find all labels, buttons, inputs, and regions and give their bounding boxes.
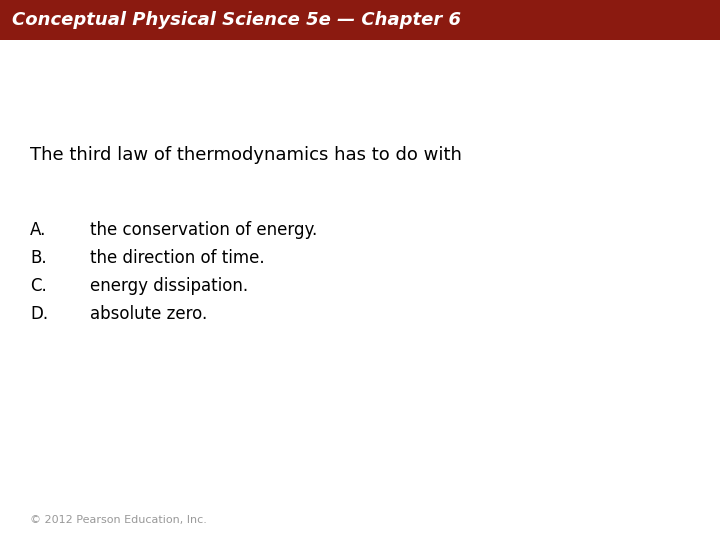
Text: energy dissipation.: energy dissipation.	[90, 277, 248, 295]
Bar	[0, 0, 720, 40]
Text: The third law of thermodynamics has to do with: The third law of thermodynamics has to d…	[30, 146, 462, 164]
Text: C.: C.	[30, 277, 47, 295]
Text: © 2012 Pearson Education, Inc.: © 2012 Pearson Education, Inc.	[30, 515, 207, 525]
Text: B.: B.	[30, 249, 47, 267]
Text: the conservation of energy.: the conservation of energy.	[90, 221, 318, 239]
Text: absolute zero.: absolute zero.	[90, 305, 207, 323]
Text: A.: A.	[30, 221, 46, 239]
Text: Conceptual Physical Science 5e — Chapter 6: Conceptual Physical Science 5e — Chapter…	[12, 11, 461, 29]
Text: D.: D.	[30, 305, 48, 323]
Text: the direction of time.: the direction of time.	[90, 249, 265, 267]
